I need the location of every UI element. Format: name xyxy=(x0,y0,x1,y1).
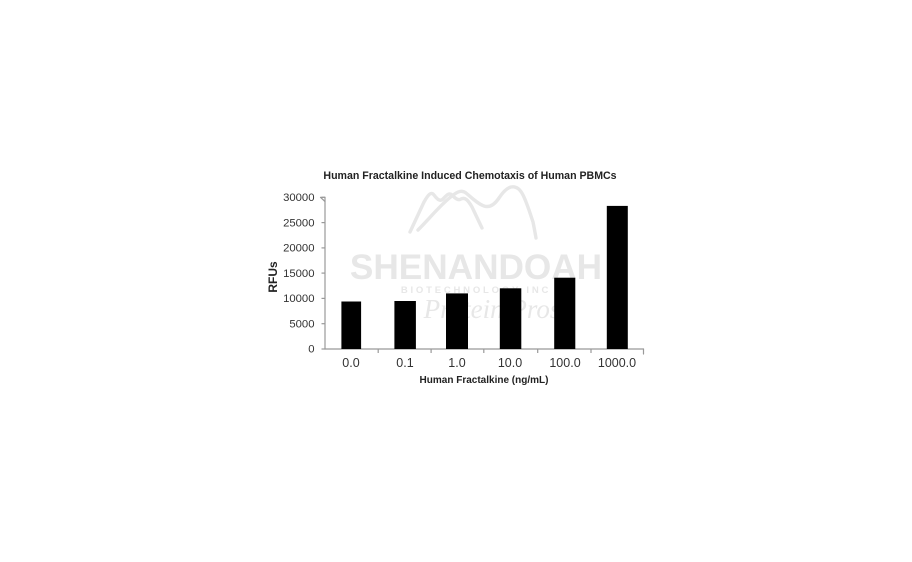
svg-text:10000: 10000 xyxy=(283,293,314,305)
svg-text:0: 0 xyxy=(308,344,314,356)
svg-text:Protein Pros: Protein Pros xyxy=(423,294,561,324)
svg-text:100.0: 100.0 xyxy=(549,356,580,370)
svg-text:20000: 20000 xyxy=(283,243,314,255)
svg-text:30000: 30000 xyxy=(283,192,314,204)
svg-text:1000.0: 1000.0 xyxy=(598,356,636,370)
svg-text:RFUs: RFUs xyxy=(266,261,280,293)
svg-text:5000: 5000 xyxy=(289,318,314,330)
svg-text:10.0: 10.0 xyxy=(498,356,522,370)
svg-text:0.1: 0.1 xyxy=(396,356,413,370)
svg-text:15000: 15000 xyxy=(283,268,314,280)
svg-text:0.0: 0.0 xyxy=(342,356,359,370)
svg-text:25000: 25000 xyxy=(283,217,314,229)
svg-text:Human Fractalkine (ng/mL): Human Fractalkine (ng/mL) xyxy=(420,375,549,386)
svg-text:1.0: 1.0 xyxy=(448,356,465,370)
